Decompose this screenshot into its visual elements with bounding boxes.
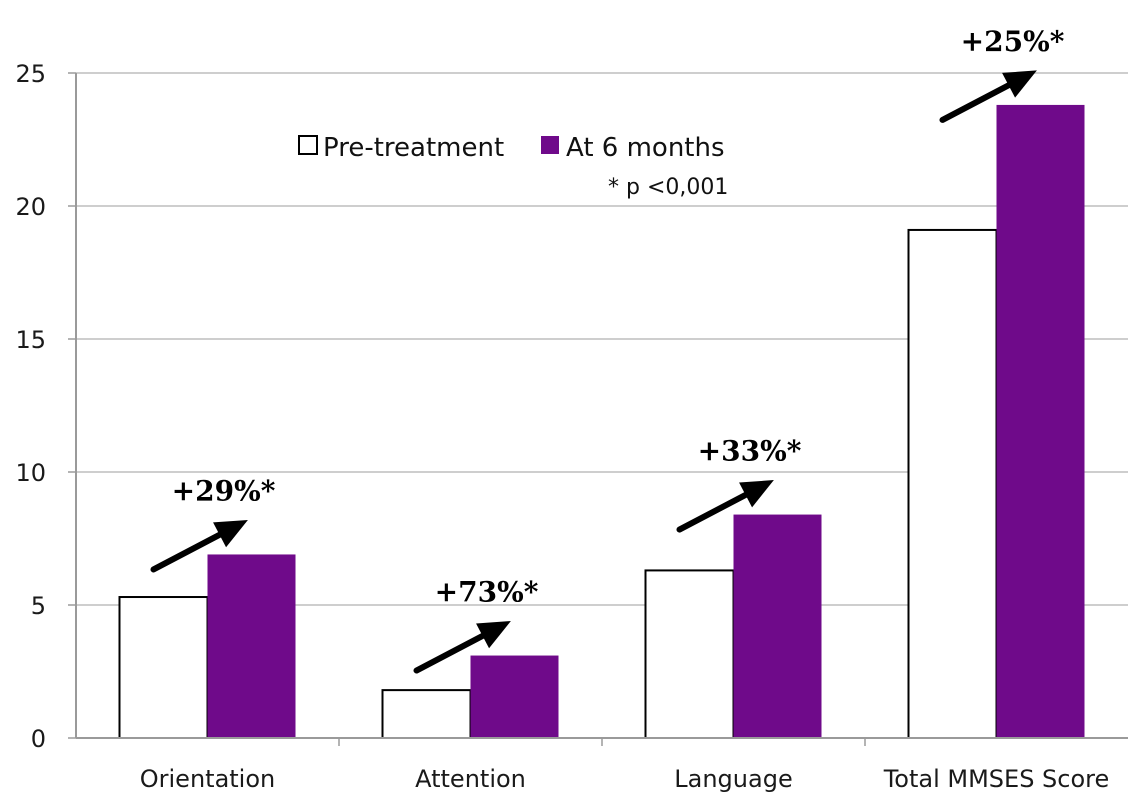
bars [118, 104, 1085, 740]
change-annotation-orientation: +29%* [172, 474, 276, 507]
significance-note: * p <0,001 [608, 175, 728, 200]
bar-orientation-at-6-months [207, 554, 296, 738]
change-annotation-total-mmses-score: +25%* [961, 25, 1065, 58]
bar-attention-pre-treatment [381, 689, 472, 739]
change-annotation-language: +33%* [698, 435, 802, 468]
y-tick-label-20: 20 [15, 193, 46, 221]
x-category-label-language: Language [674, 765, 792, 793]
x-category-label-attention: Attention [415, 765, 526, 793]
legend-label-at-6-months: At 6 months [566, 133, 725, 163]
bar-language-at-6-months [733, 514, 822, 738]
increase-arrow-head-total-mmses-score [1002, 70, 1037, 98]
legend-label-pre-treatment: Pre-treatment [323, 133, 504, 163]
bar-attention-at-6-months [470, 655, 559, 738]
bar-total-mmses-score-pre-treatment [907, 228, 998, 739]
x-axis-categories: Orientation Attention Language Total MMSES … [140, 765, 1110, 793]
bar-total-mmses-score-at-6-months [996, 104, 1085, 739]
y-tick-label-0: 0 [31, 725, 46, 753]
bar-orientation-pre-treatment [118, 596, 209, 740]
x-category-label-orientation: Orientation [140, 765, 276, 793]
increase-arrows: +29%* +73%* +33%* +25%* [150, 25, 1065, 674]
increase-arrow-head-language [739, 480, 774, 508]
legend-swatch-pre-treatment [298, 135, 318, 155]
change-annotation-attention: +73%* [435, 576, 539, 609]
y-tick-label-25: 25 [15, 60, 46, 88]
y-tick-label-10: 10 [15, 459, 46, 487]
y-axis-ticks: 0 5 10 15 20 25 [15, 60, 76, 753]
legend-swatch-at-6-months [541, 136, 559, 154]
bar-language-pre-treatment [644, 569, 735, 739]
y-tick-label-5: 5 [31, 592, 46, 620]
axes [75, 73, 1128, 746]
legend: Pre-treatment At 6 months [298, 133, 725, 163]
increase-arrow-head-orientation [213, 519, 248, 548]
y-tick-label-15: 15 [15, 326, 46, 354]
increase-arrow-head-attention [476, 621, 511, 649]
x-category-label-total-mmses-score: Total MMSES Score [883, 765, 1110, 793]
